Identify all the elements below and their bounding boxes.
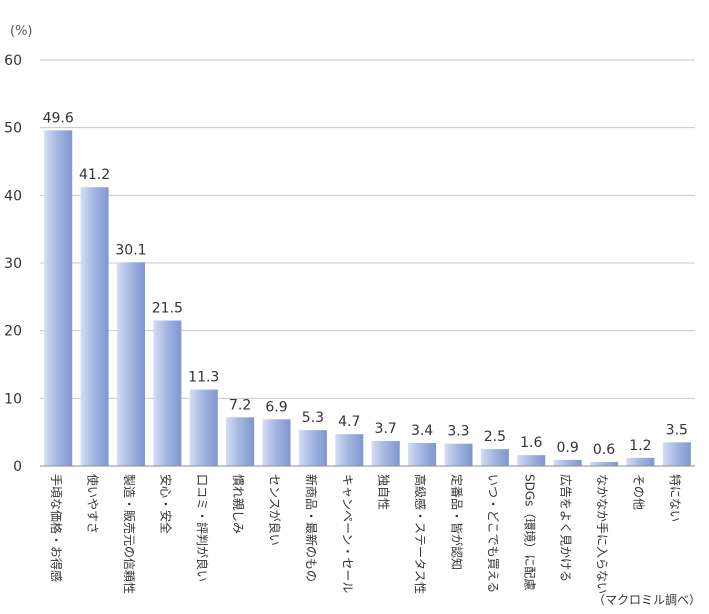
category-label: 口コミ・評判が良い xyxy=(195,474,210,582)
y-axis-ticks: 0 10 20 30 40 50 60 xyxy=(4,53,22,475)
value-label: 3.3 xyxy=(447,424,469,440)
y-axis-unit-label: (%) xyxy=(10,24,33,39)
category-label: 特にない xyxy=(668,474,683,522)
y-tick-label: 60 xyxy=(4,53,22,69)
category-label: 独自性 xyxy=(377,474,391,510)
bar xyxy=(553,459,582,466)
value-label: 11.3 xyxy=(188,370,219,386)
y-tick-label: 0 xyxy=(13,459,22,475)
value-label: 7.2 xyxy=(229,397,251,413)
value-label: 0.9 xyxy=(557,440,579,456)
bar xyxy=(517,455,546,466)
y-tick-label: 20 xyxy=(4,324,22,340)
bar xyxy=(408,442,437,466)
bar xyxy=(153,320,182,466)
bar xyxy=(335,434,364,466)
value-label: 49.6 xyxy=(43,110,74,126)
category-label: いつ・どこでも買える xyxy=(486,474,500,593)
value-label: 1.6 xyxy=(520,435,542,451)
y-tick-label: 10 xyxy=(4,391,22,407)
bar xyxy=(371,440,400,466)
category-label: 高級感・ステータス性 xyxy=(413,474,428,594)
value-label: 21.5 xyxy=(152,301,183,317)
value-labels: 49.6 41.2 30.1 21.5 11.3 7.2 6.9 5.3 4.7 3.7 3.4 3.… xyxy=(43,110,688,458)
gridlines xyxy=(40,59,695,399)
bar xyxy=(298,430,327,466)
category-label: 新商品・最新のもの xyxy=(304,474,319,582)
bar xyxy=(444,443,473,466)
value-label: 6.9 xyxy=(265,399,287,415)
value-label: 3.5 xyxy=(666,422,688,438)
y-tick-label: 30 xyxy=(4,256,22,272)
category-label: 製造・販売元の信頼性 xyxy=(122,474,137,594)
category-label: キャンペーン・セール xyxy=(340,474,354,593)
category-label: その他 xyxy=(631,474,645,510)
bar xyxy=(80,187,109,467)
value-label: 4.7 xyxy=(338,414,360,430)
y-tick-label: 40 xyxy=(4,188,22,204)
category-label: センスが良い xyxy=(268,474,283,546)
bars xyxy=(44,130,691,467)
value-label: 3.7 xyxy=(375,421,397,437)
value-label: 0.6 xyxy=(593,442,615,458)
bar xyxy=(262,419,291,466)
value-label: 30.1 xyxy=(115,242,146,258)
bar xyxy=(226,417,255,466)
category-label: 広告をよく見かける xyxy=(559,474,573,582)
value-label: 5.3 xyxy=(302,410,324,426)
category-label: 安心・安全 xyxy=(158,474,173,534)
value-label: 1.2 xyxy=(629,438,651,454)
category-label: 定番品・皆が認知 xyxy=(449,474,464,570)
bar xyxy=(44,130,73,466)
bar xyxy=(662,442,691,466)
source-note: （マクロミル調べ） xyxy=(592,593,701,607)
value-label: 3.4 xyxy=(411,423,433,439)
bar xyxy=(189,389,218,466)
category-label: なかなか手に入らない xyxy=(595,474,609,594)
bar xyxy=(590,461,619,466)
category-label: 慣れ親しみ xyxy=(231,474,246,534)
category-label: 手頃な価格・お得感 xyxy=(49,474,64,582)
bar xyxy=(116,262,145,466)
category-label: SDGs（環境）に配慮 xyxy=(522,474,537,590)
bar xyxy=(480,449,509,466)
value-label: 2.5 xyxy=(484,429,506,445)
category-labels: 手頃な価格・お得感 使いやすさ 製造・販売元の信頼性 安心・安全 口コミ・評判が良い 慣れ… xyxy=(49,474,683,594)
bar xyxy=(626,457,655,466)
value-label: 41.2 xyxy=(79,167,110,183)
y-tick-label: 50 xyxy=(4,121,22,137)
category-label: 使いやすさ xyxy=(86,474,101,534)
